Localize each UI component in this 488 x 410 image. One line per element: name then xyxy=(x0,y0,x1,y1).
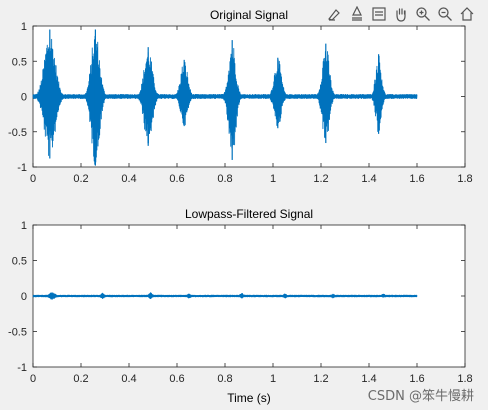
chart-title: Lowpass-Filtered Signal xyxy=(185,207,313,221)
x-tick-label: 0.4 xyxy=(121,373,136,385)
y-tick-label: 0.5 xyxy=(12,256,27,268)
x-tick-label: 1.6 xyxy=(409,373,424,385)
legend-icon[interactable] xyxy=(368,3,389,25)
y-tick-label: 0 xyxy=(21,291,27,303)
y-tick-label: -1 xyxy=(17,362,27,374)
y-tick-label: 1 xyxy=(21,220,27,232)
y-tick-label: 0.5 xyxy=(12,56,27,68)
x-tick-label: 0.6 xyxy=(169,173,184,185)
x-tick-label: 1.4 xyxy=(361,173,376,185)
x-tick-label: 0.8 xyxy=(217,373,232,385)
watermark: CSDN @笨牛慢耕 xyxy=(367,389,474,404)
x-tick-label: 1 xyxy=(270,373,276,385)
x-tick-label: 1.8 xyxy=(457,373,472,385)
x-tick-label: 0 xyxy=(30,373,36,385)
x-tick-label: 0.4 xyxy=(121,173,136,185)
data-tips-icon[interactable] xyxy=(346,3,367,25)
x-tick-label: 0.2 xyxy=(73,373,88,385)
y-tick-label: 0 xyxy=(21,92,27,104)
x-tick-label: 0 xyxy=(30,173,36,185)
chart-title: Original Signal xyxy=(210,8,288,22)
x-tick-label: 0.8 xyxy=(217,173,232,185)
y-tick-label: 1 xyxy=(21,21,27,33)
brush-icon[interactable] xyxy=(324,3,345,25)
pan-icon[interactable] xyxy=(390,3,411,25)
x-tick-label: 1.2 xyxy=(313,173,328,185)
x-tick-label: 1.6 xyxy=(409,173,424,185)
zoom-in-icon[interactable] xyxy=(412,3,433,25)
x-tick-label: 1.2 xyxy=(313,373,328,385)
signal-line xyxy=(32,292,418,300)
y-tick-label: -0.5 xyxy=(8,127,27,139)
x-axis-label: Time (s) xyxy=(227,391,271,405)
x-tick-label: 1 xyxy=(270,173,276,185)
x-tick-label: 1.4 xyxy=(361,373,376,385)
x-tick-label: 0.2 xyxy=(73,173,88,185)
figure-toolbar xyxy=(324,3,477,25)
y-tick-label: -0.5 xyxy=(8,327,27,339)
zoom-out-icon[interactable] xyxy=(434,3,455,25)
axes-original-signal[interactable]: Original Signal 0 0.2 0.4 0.6 0.8 1 1.2 1.4 1.6 1… xyxy=(8,8,473,185)
y-tick-label: -1 xyxy=(17,162,27,174)
axes-lowpass-filtered-signal[interactable]: Lowpass-Filtered Signal Time (s) 0 0.2 0.4… xyxy=(8,207,473,405)
x-tick-label: 1.8 xyxy=(457,173,472,185)
home-icon[interactable] xyxy=(456,3,477,25)
x-tick-label: 0.6 xyxy=(169,373,184,385)
signal-line xyxy=(32,35,418,165)
